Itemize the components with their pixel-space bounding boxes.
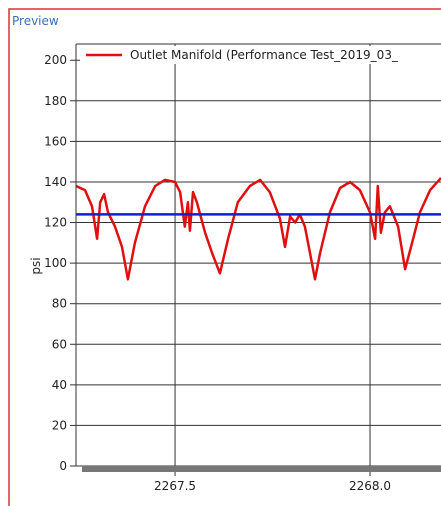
y-tick-label: 40: [52, 378, 67, 392]
panel-title: Preview: [12, 14, 59, 28]
legend: Outlet Manifold (Performance Test_2019_0…: [80, 46, 441, 64]
y-tick-label: 100: [44, 256, 67, 270]
y-tick-label: 160: [44, 134, 67, 148]
y-axis-label: psi: [29, 257, 43, 274]
panel-border: [8, 8, 441, 506]
y-tick-label: 200: [44, 53, 67, 67]
y-tick-label: 140: [44, 175, 67, 189]
y-tick-label: 180: [44, 94, 67, 108]
y-tick-label: 20: [52, 418, 67, 432]
x-tick-label: 2267.5: [154, 479, 196, 493]
y-tick-label: 120: [44, 216, 67, 230]
x-axis-band: [82, 466, 441, 472]
legend-box: [80, 46, 441, 64]
y-tick-label: 0: [59, 459, 67, 473]
y-tick-label: 60: [52, 337, 67, 351]
axes: 0 20 40 60 80 100 120 140 160 180 200 2267.5 2268.0 O…: [44, 43, 441, 493]
series-line: [76, 177, 441, 281]
y-tick-label: 80: [52, 297, 67, 311]
x-tick-label: 2268.0: [349, 479, 391, 493]
plot-lines: [76, 177, 441, 281]
legend-label: Outlet Manifold (Performance Test_2019_0…: [130, 48, 399, 62]
